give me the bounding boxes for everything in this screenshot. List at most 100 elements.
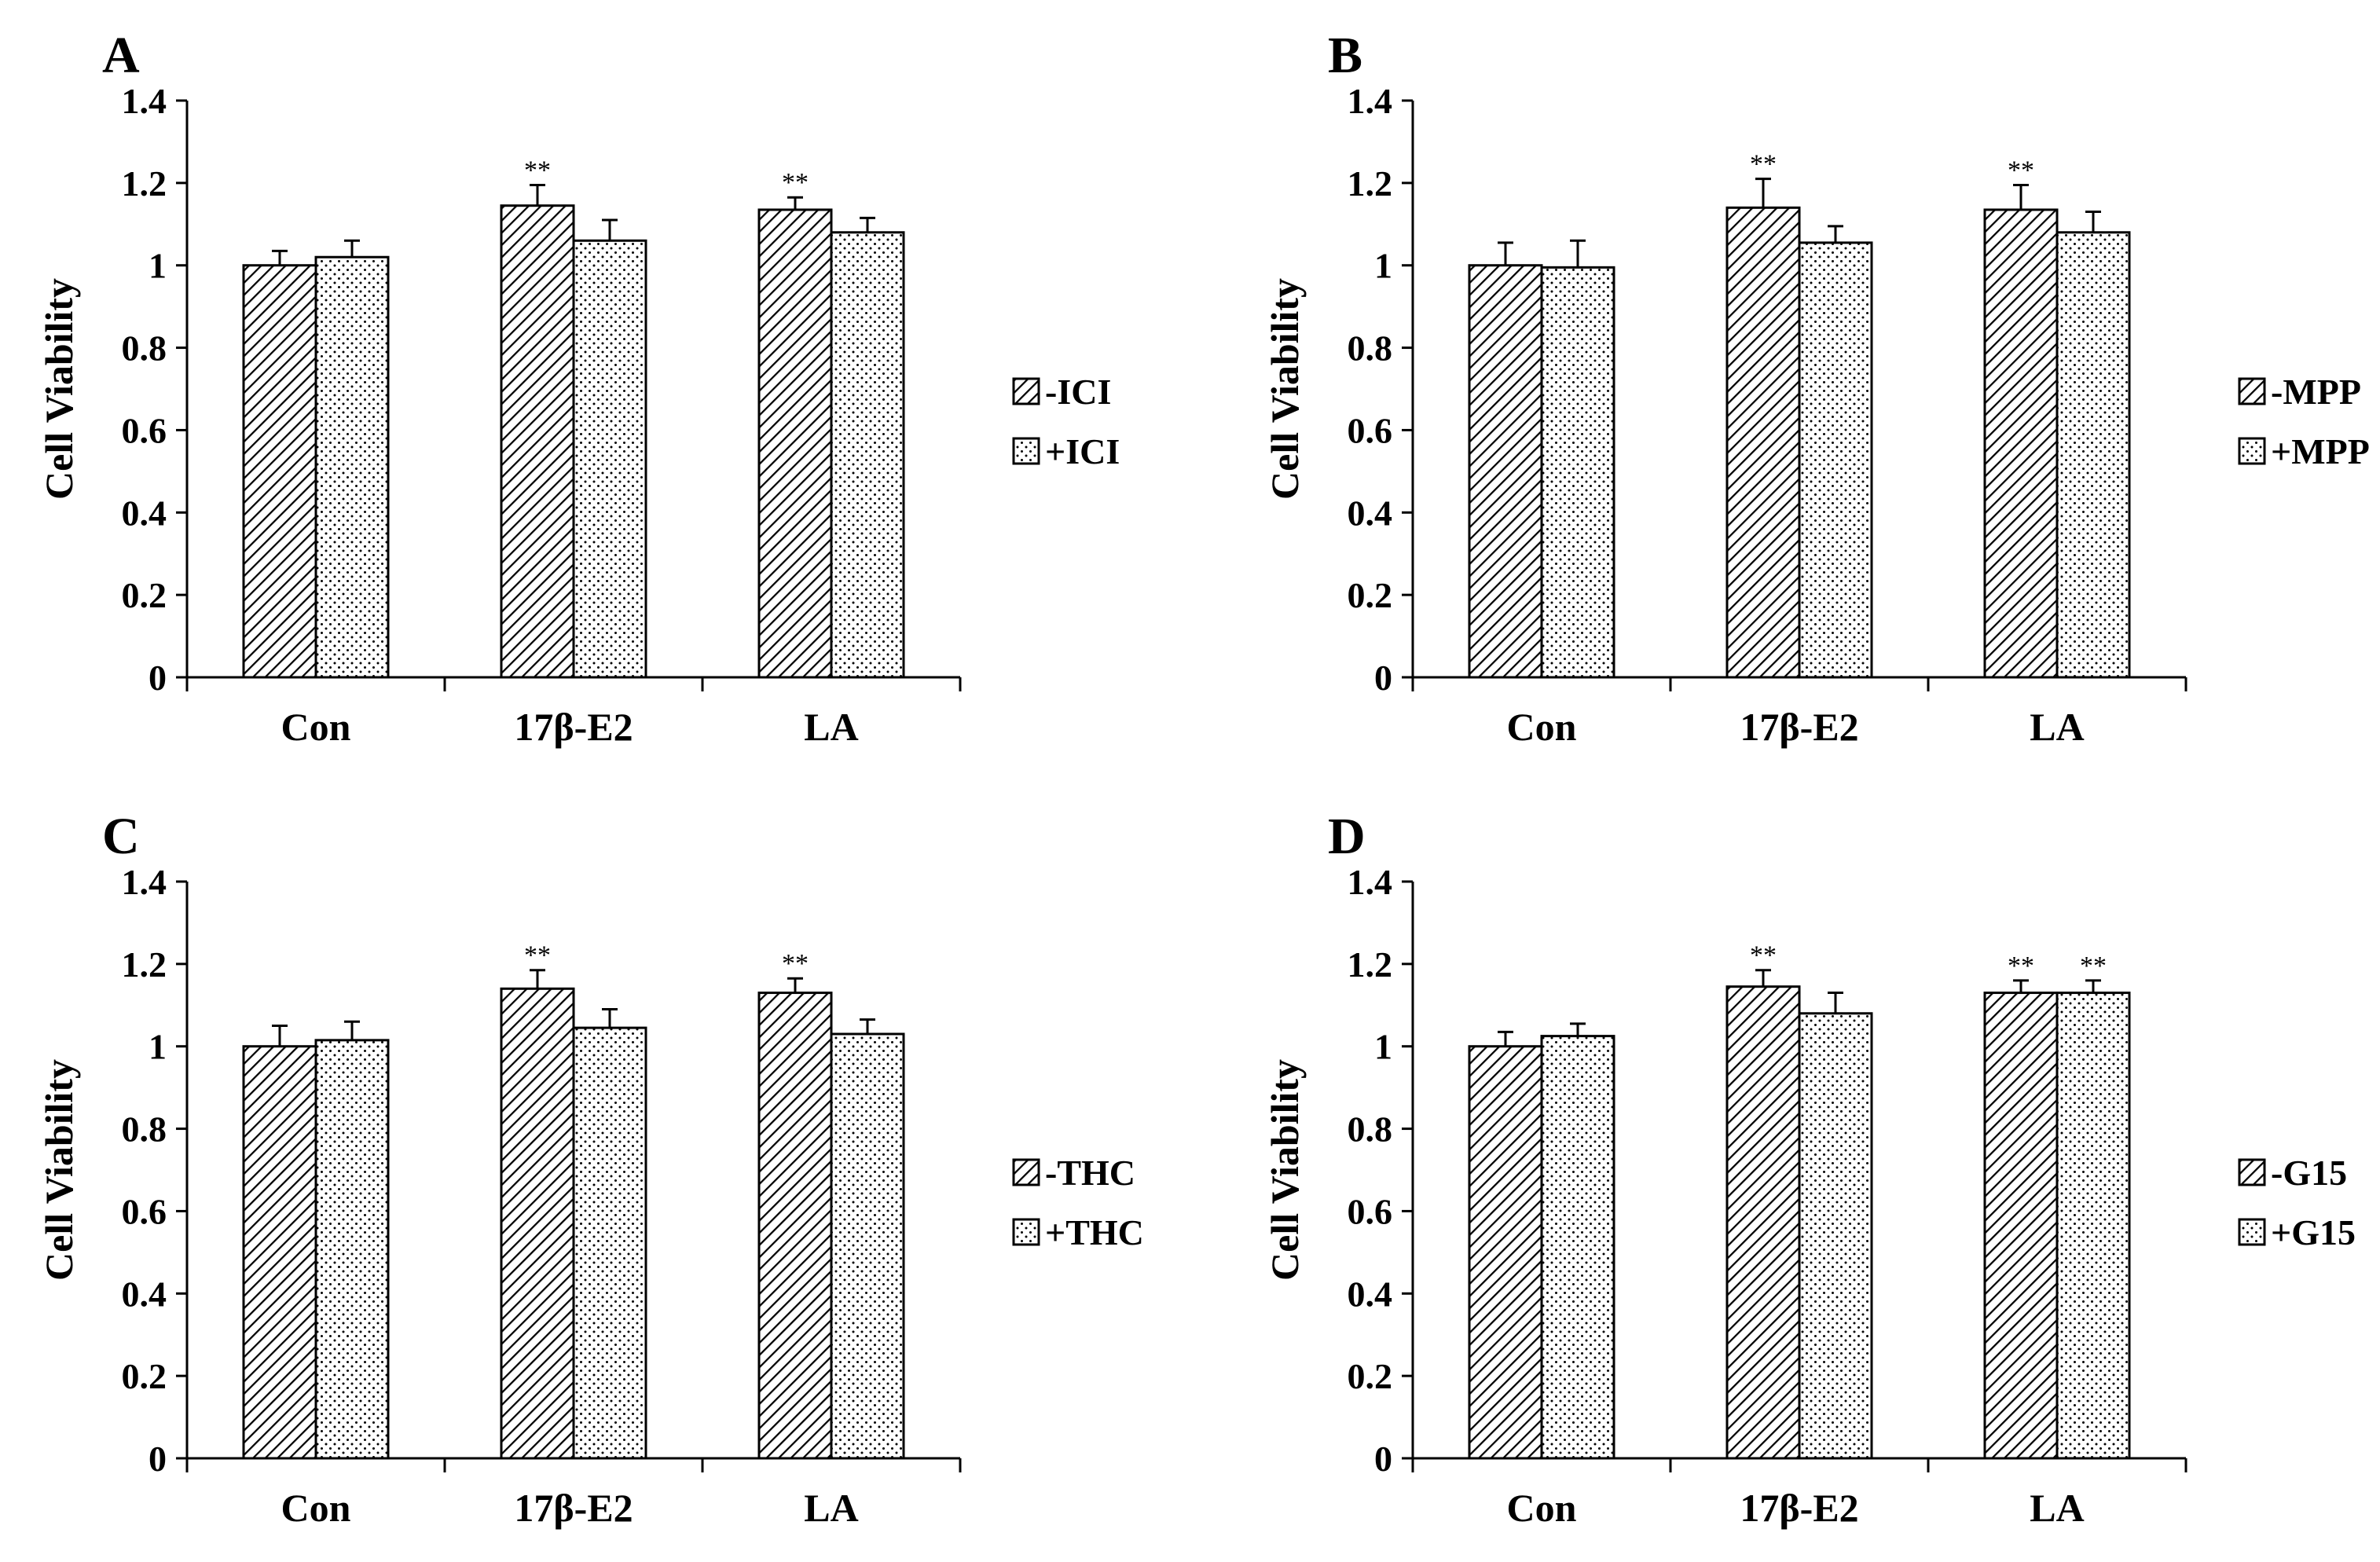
bar [757,992,833,1460]
legend-swatch [2238,1218,2266,1246]
panel-letter: B [1328,27,1362,84]
y-axis-title: Cell Viability [37,1059,81,1281]
bar [572,1026,647,1460]
significance-marker: ** [524,156,551,185]
category-label: 17β-E2 [1740,1486,1858,1530]
legend-label: -THC [1045,1153,1135,1193]
y-tick-label: 1 [1374,1027,1392,1067]
bar [2055,992,2131,1460]
bar [1468,264,1543,679]
legend-label: -G15 [2271,1153,2347,1193]
y-tick-label: 0.8 [122,1109,167,1150]
panel-d: D 0 0.2 0.4 0.6 0.8 1 1.2 1.4 Con 17β-E2 LA Cell Vi… [1263,808,2356,1530]
legend-label: -MPP [2271,372,2361,412]
bar [830,231,905,679]
y-tick-label: 0.4 [122,493,167,533]
significance-marker: ** [524,941,551,970]
panel-a: A 0 0.2 0.4 0.6 0.8 1 1.2 1.4 Con 17β-E2 LA Cell Vi… [37,27,1120,749]
y-tick-label: 0 [149,1439,167,1479]
y-tick-label: 1.4 [1348,862,1393,902]
legend-swatch [1012,377,1040,405]
significance-marker: ** [2008,156,2034,185]
bar [1468,1045,1543,1460]
chart: 0 0.2 0.4 0.6 0.8 1 1.2 1.4 Con 17β-E2 LA Cell Viab… [37,862,1144,1530]
bar [314,255,390,679]
category-label: Con [1507,1486,1577,1530]
y-tick-label: 0.4 [1348,493,1393,533]
category-label: 17β-E2 [514,1486,633,1530]
significance-marker: ** [782,949,809,978]
bar [2055,231,2131,679]
category-label: LA [2030,705,2084,749]
y-tick-label: 0.2 [122,1356,167,1396]
bar [1725,206,1801,679]
y-tick-label: 0.4 [122,1274,167,1314]
significance-marker: ** [782,168,809,197]
y-tick-label: 0 [1374,658,1392,698]
legend-label: +MPP [2271,431,2370,471]
bar [1725,985,1801,1460]
y-tick-label: 0.8 [1348,1109,1393,1150]
bar [242,264,317,679]
bar [1798,241,1873,679]
legend-swatch [1012,1158,1040,1186]
panel-letter: A [102,27,140,84]
legend-swatch [1012,437,1040,465]
bar [1983,992,2059,1460]
y-tick-label: 0.8 [122,328,167,368]
y-tick-label: 0.2 [122,575,167,615]
bar [757,208,833,679]
legend-label: +G15 [2271,1212,2356,1252]
y-tick-label: 1.4 [122,862,167,902]
legend-label: -ICI [1045,372,1111,412]
legend-swatch [2238,377,2266,405]
panel-letter: C [102,808,140,865]
legend-swatch [1012,1218,1040,1246]
panel-letter: D [1328,808,1366,865]
legend-swatch [2238,437,2266,465]
y-tick-label: 0.2 [1348,575,1393,615]
category-label: 17β-E2 [1740,705,1858,749]
chart: 0 0.2 0.4 0.6 0.8 1 1.2 1.4 Con 17β-E2 LA Cell Viab… [1263,862,2356,1530]
y-tick-label: 1.2 [122,944,167,984]
bar [1540,266,1615,679]
y-tick-label: 1 [1374,246,1392,286]
bar [830,1032,905,1460]
panel-b: B 0 0.2 0.4 0.6 0.8 1 1.2 1.4 Con 17β-E2 LA Cell Vi… [1263,27,2370,749]
chart: 0 0.2 0.4 0.6 0.8 1 1.2 1.4 Con 17β-E2 LA Cell Viab… [1263,81,2370,749]
chart: 0 0.2 0.4 0.6 0.8 1 1.2 1.4 Con 17β-E2 LA Cell Viab… [37,81,1120,749]
y-tick-label: 1.2 [122,163,167,204]
category-label: Con [1507,705,1577,749]
bar [572,239,647,679]
y-tick-label: 1.2 [1348,163,1393,204]
bar [1983,208,2059,679]
y-tick-label: 0 [149,658,167,698]
category-label: Con [281,705,351,749]
legend-swatch [2238,1158,2266,1186]
y-tick-label: 1 [149,246,167,286]
bar [1798,1012,1873,1460]
y-tick-label: 0.6 [122,1191,167,1231]
legend-label: +THC [1045,1212,1144,1252]
y-tick-label: 0.8 [1348,328,1393,368]
category-label: LA [804,705,858,749]
y-tick-label: 1.4 [1348,81,1393,121]
category-label: LA [804,1486,858,1530]
y-tick-label: 0 [1374,1439,1392,1479]
y-tick-label: 0.2 [1348,1356,1393,1396]
category-label: 17β-E2 [514,705,633,749]
bar [500,987,575,1460]
category-label: Con [281,1486,351,1530]
y-tick-label: 1 [149,1027,167,1067]
y-axis-title: Cell Viability [1263,1059,1307,1281]
y-tick-label: 0.6 [1348,410,1393,450]
significance-marker: ** [2080,952,2107,981]
legend-label: +ICI [1045,431,1120,471]
bar [500,204,575,679]
y-tick-label: 1.2 [1348,944,1393,984]
significance-marker: ** [1750,150,1777,179]
bar [314,1039,390,1460]
y-tick-label: 1.4 [122,81,167,121]
y-tick-label: 0.4 [1348,1274,1393,1314]
